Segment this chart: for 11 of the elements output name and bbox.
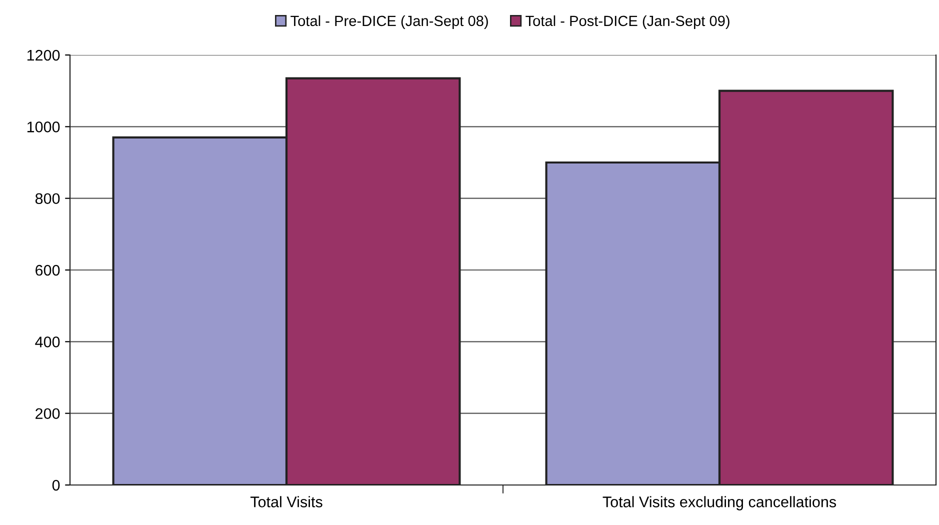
y-tick-label: 0 (52, 480, 60, 491)
legend-label: Total - Pre-DICE (Jan-Sept 08) (290, 15, 488, 29)
y-tick-label: 200 (36, 408, 60, 420)
y-tick-label: 400 (35, 336, 60, 348)
legend-label: Total - Post-DICE (Jan-Sept 09) (526, 15, 730, 29)
y-tick-label: 800 (35, 193, 60, 204)
y-tick-label: 1200 (27, 50, 60, 61)
y-tick-label: 600 (36, 264, 60, 276)
x-tick-label: Total Visits (250, 496, 322, 508)
x-tick-label: Total Visits excluding cancellations (602, 496, 836, 510)
y-tick-label: 1000 (27, 122, 60, 132)
